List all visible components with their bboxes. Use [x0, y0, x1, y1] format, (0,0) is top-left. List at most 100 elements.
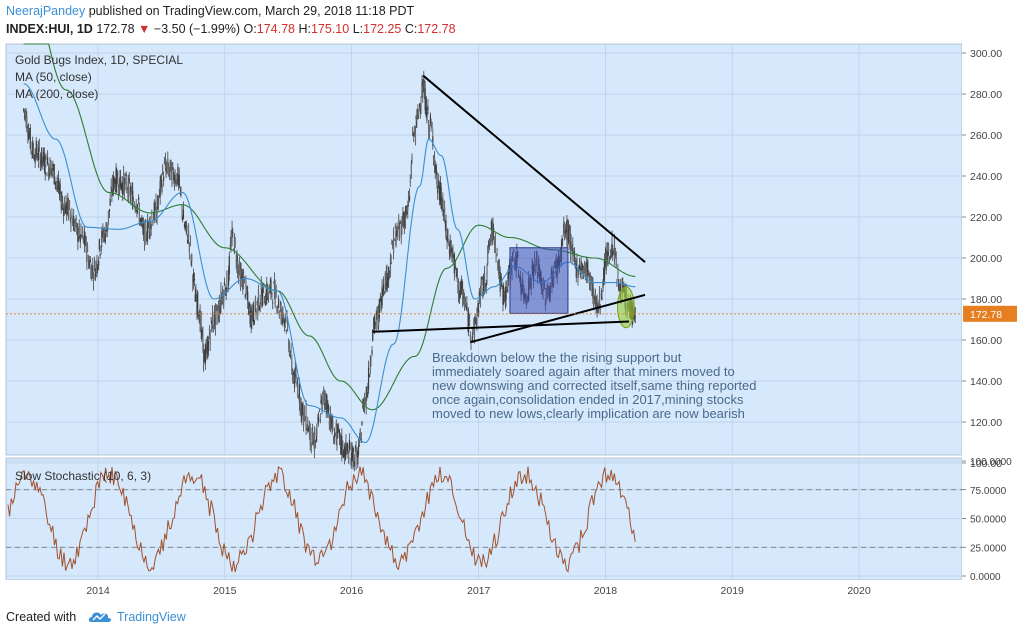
candle-body [317, 418, 319, 420]
annotation-line: new downswing and corrected itself,same … [432, 378, 756, 393]
symbol-line: INDEX:HUI, 1D 172.78 ▼ −3.50 (−1.99%) O:… [6, 22, 456, 36]
candle-body [169, 160, 171, 166]
candle-body [104, 232, 106, 243]
candle-body [48, 165, 50, 177]
candle-body [148, 218, 151, 233]
candle-body [298, 383, 301, 403]
candle-body [619, 290, 621, 292]
candle-body [91, 265, 93, 279]
candle-body [153, 202, 155, 220]
candle-body [350, 457, 352, 466]
candle-body [231, 226, 233, 242]
publish-line: NeerajPandey published on TradingView.co… [6, 4, 414, 18]
candle-body [488, 244, 491, 246]
chart-header: NeerajPandey published on TradingView.co… [0, 0, 1027, 40]
candle-body [72, 221, 74, 226]
tradingview-link[interactable]: TradingView [117, 610, 186, 624]
candle-body [423, 78, 425, 93]
candle-body [58, 187, 61, 193]
candle-body [313, 434, 315, 451]
candle-body [289, 355, 292, 357]
candle-body [376, 313, 378, 315]
candle-body [462, 289, 464, 306]
candle-body [482, 276, 485, 291]
candle-body [107, 224, 109, 228]
candle-body [52, 166, 55, 168]
candle-body [48, 169, 50, 177]
candle-body [245, 280, 247, 289]
candle-body [132, 199, 135, 201]
candle-body [90, 266, 92, 279]
legend-ma50: MA (50, close) [15, 70, 92, 84]
candle-body [417, 108, 419, 118]
candle-body [394, 239, 396, 241]
candle-body [353, 460, 355, 467]
candle-body [472, 332, 474, 336]
candle-body [236, 253, 238, 271]
candle-body [220, 289, 222, 308]
candle-body [587, 260, 589, 277]
candle-body [602, 281, 604, 289]
candle-body [466, 302, 468, 309]
candle-body [458, 291, 461, 299]
candle-body [111, 194, 113, 197]
candle-body [230, 238, 232, 249]
candle-body [76, 223, 78, 234]
candle-body [398, 219, 400, 227]
candle-body [339, 433, 342, 448]
candle-body [198, 315, 201, 324]
candle-body [186, 225, 188, 231]
candle-body [185, 221, 187, 229]
candle-body [616, 280, 618, 282]
candle-body [282, 315, 285, 319]
candle-body [219, 306, 221, 313]
candle-body [367, 389, 369, 393]
candle-body [93, 261, 96, 264]
candle-body [478, 310, 480, 313]
down-arrow-icon: ▼ [138, 22, 151, 36]
candle-body [275, 291, 277, 296]
candle-body [607, 242, 609, 266]
candle-body [86, 254, 88, 262]
candle-body [406, 206, 408, 213]
candle-body [430, 123, 432, 126]
candle-body [573, 251, 576, 262]
candle-body [634, 307, 636, 317]
candle-body [609, 257, 611, 259]
candle-body [409, 180, 411, 183]
candle-body [383, 292, 386, 294]
candle-body [335, 422, 337, 442]
candle-body [88, 260, 90, 268]
candle-body [340, 438, 342, 448]
candle-body [454, 261, 457, 266]
candle-body [438, 180, 440, 188]
author-link[interactable]: NeerajPandey [6, 4, 86, 18]
candle-body [52, 163, 54, 171]
candle-body [81, 235, 83, 237]
candle-body [346, 443, 348, 451]
candle-body [347, 444, 349, 452]
candle-body [24, 110, 26, 116]
candle-body [504, 288, 507, 303]
candle-body [333, 433, 336, 438]
candle-body [116, 169, 118, 187]
candle-body [288, 340, 290, 348]
candle-body [39, 155, 41, 169]
candle-body [265, 291, 267, 303]
chart-area[interactable]: 300.00 280.00 260.00 240.00 220.00 200.00 180.… [0, 40, 1027, 600]
candle-body [428, 125, 430, 137]
candle-body [404, 214, 406, 222]
candle-body [362, 404, 364, 407]
candle-body [142, 223, 145, 236]
candle-body [584, 268, 586, 270]
y-tick-label: 140.00 [970, 376, 1002, 388]
candle-body [438, 185, 441, 200]
candle-body [308, 427, 311, 438]
candle-body [456, 268, 458, 280]
candle-body [498, 264, 501, 280]
candle-body [155, 200, 157, 223]
candle-body [610, 250, 612, 252]
candle-body [490, 222, 492, 225]
candle-body [211, 321, 213, 333]
candle-body [348, 440, 351, 450]
